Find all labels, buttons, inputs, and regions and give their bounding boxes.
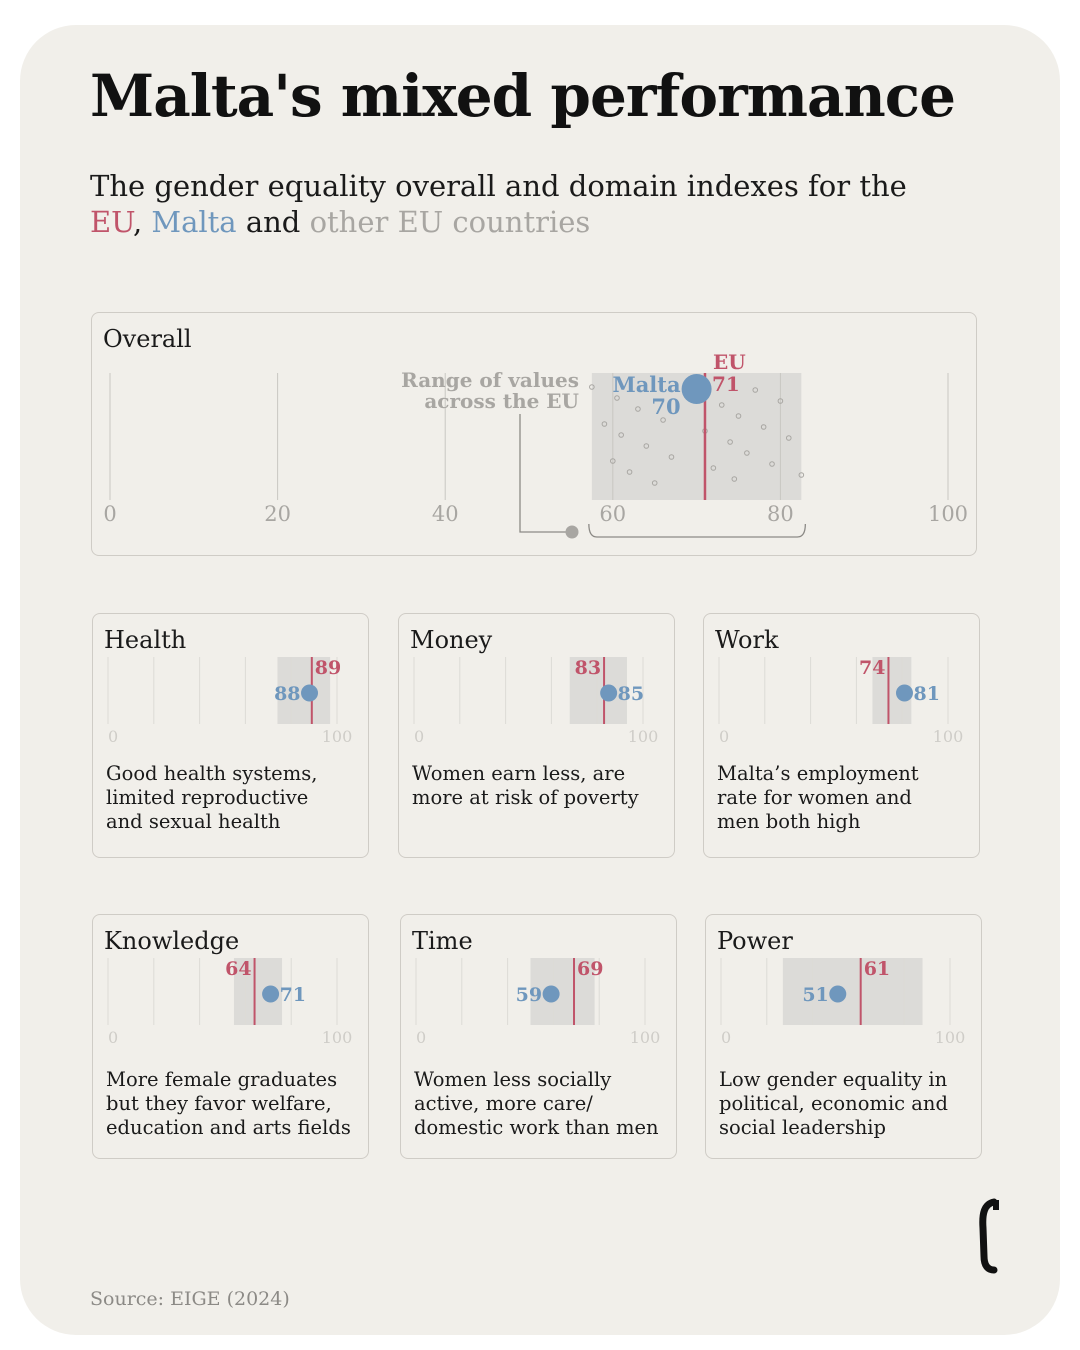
range-annotation-line: across the EU — [424, 389, 579, 413]
overall-country-dot — [660, 417, 666, 423]
overall-country-dot — [798, 472, 805, 478]
legend-others: other EU countries — [309, 205, 591, 239]
page-title: Malta's mixed performance — [90, 62, 956, 130]
range-bracket — [588, 523, 806, 538]
health-desc-line: Good health systems, — [106, 762, 318, 785]
money-desc-line: more at risk of poverty — [412, 786, 639, 809]
legend-malta: Malta — [151, 205, 237, 239]
knowledge-panel: Knowledge More female graduates but they… — [92, 914, 369, 1159]
knowledge-desc-line: education and arts fields — [106, 1116, 351, 1139]
subtitle: The gender equality overall and domain i… — [90, 168, 990, 240]
work-desc-line: rate for women and — [717, 786, 912, 809]
health-panel: Health Good health systems, limited repr… — [92, 613, 369, 858]
overall-country-dot — [744, 450, 750, 456]
overall-tick-label: 100 — [928, 502, 968, 526]
power-description: Low gender equality in political, econom… — [719, 1068, 948, 1140]
power-desc-line: social leadership — [719, 1116, 886, 1139]
work-desc-line: Malta’s employment — [717, 762, 919, 785]
overall-country-dot — [668, 454, 675, 460]
overall-country-dot — [610, 458, 616, 464]
overall-panel: Overall — [91, 312, 977, 556]
overall-eu-label: EU — [713, 350, 746, 374]
overall-country-dot — [760, 424, 767, 430]
overall-country-dot — [735, 413, 742, 419]
knowledge-desc-line: but they favor welfare, — [106, 1092, 332, 1115]
money-panel: Money Women earn less, are more at risk … — [398, 613, 675, 858]
money-desc-line: Women earn less, are — [412, 762, 626, 785]
overall-country-dot — [651, 480, 658, 486]
legend-eu: EU — [90, 205, 133, 239]
range-annotation-dot — [565, 525, 579, 539]
time-desc-line: domestic work than men — [414, 1116, 659, 1139]
power-desc-line: political, economic and — [719, 1092, 948, 1115]
source-note: Source: EIGE (2024) — [90, 1288, 290, 1310]
overall-malta-label: Malta — [612, 372, 681, 397]
overall-title: Overall — [103, 325, 192, 353]
time-panel: Time Women less socially active, more ca… — [400, 914, 677, 1159]
overall-country-dot — [643, 443, 650, 449]
overall-country-dot — [614, 395, 620, 401]
health-desc-line: limited reproductive — [106, 786, 309, 809]
subtitle-comma: , — [132, 205, 143, 239]
range-annotation-connector — [519, 414, 566, 533]
knowledge-desc-line: More female graduates — [106, 1068, 338, 1091]
time-desc-line: Women less socially — [414, 1068, 612, 1091]
health-title: Health — [104, 626, 187, 654]
overall-country-dot — [601, 421, 608, 427]
overall-country-dot — [710, 465, 717, 471]
overall-country-dot — [777, 398, 784, 404]
overall-country-dot — [731, 476, 738, 482]
overall-country-dot — [727, 439, 733, 445]
work-panel: Work Malta’s employment rate for women a… — [703, 613, 980, 858]
overall-country-dot — [718, 402, 725, 408]
power-panel: Power Low gender equality in political, … — [705, 914, 982, 1159]
knowledge-title: Knowledge — [104, 927, 240, 955]
overall-eu-value: 71 — [712, 372, 740, 396]
overall-tick-label: 40 — [432, 502, 459, 526]
work-description: Malta’s employment rate for women and me… — [717, 762, 919, 834]
work-desc-line: men both high — [717, 810, 861, 833]
money-description: Women earn less, are more at risk of pov… — [412, 762, 639, 810]
subtitle-and: and — [245, 205, 301, 239]
money-title: Money — [410, 626, 493, 654]
work-title: Work — [715, 626, 779, 654]
overall-tick-label: 0 — [103, 502, 116, 526]
range-annotation-line: Range of values — [401, 368, 579, 392]
time-title: Time — [412, 927, 473, 955]
power-title: Power — [717, 927, 793, 955]
health-desc-line: and sexual health — [106, 810, 281, 833]
overall-country-dot — [635, 406, 641, 412]
subtitle-text: The gender equality overall and domain i… — [90, 169, 907, 203]
time-description: Women less socially active, more care/ d… — [414, 1068, 659, 1140]
overall-tick-label: 60 — [599, 502, 626, 526]
overall-country-dot — [618, 432, 624, 438]
overall-country-dot — [752, 387, 759, 393]
knowledge-description: More female graduates but they favor wel… — [106, 1068, 351, 1140]
overall-tick-label: 80 — [767, 502, 794, 526]
health-description: Good health systems, limited reproductiv… — [106, 762, 317, 834]
publisher-logo-icon — [979, 1198, 999, 1274]
overall-country-dot — [589, 384, 595, 390]
overall-tick-label: 20 — [264, 502, 291, 526]
overall-malta-value: 70 — [651, 394, 680, 419]
overall-country-dot — [626, 469, 633, 475]
power-desc-line: Low gender equality in — [719, 1068, 948, 1091]
time-desc-line: active, more care/ — [414, 1092, 593, 1115]
overall-malta-dot — [681, 374, 712, 404]
overall-country-dot — [769, 461, 775, 467]
overall-country-dot — [785, 435, 792, 441]
